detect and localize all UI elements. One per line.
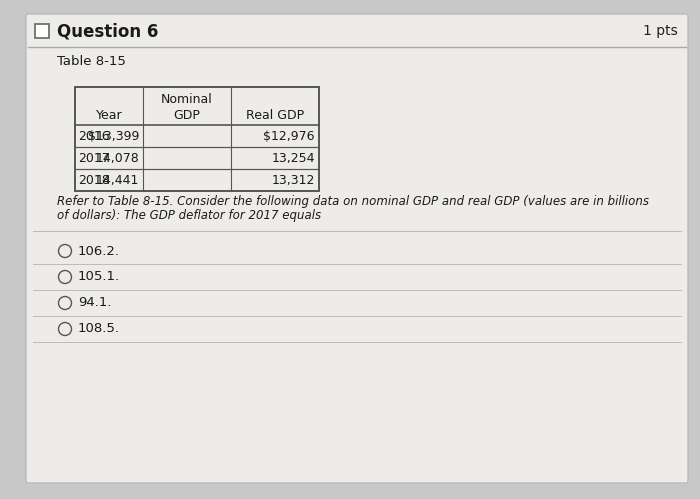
Bar [35,24,49,38]
Text: 1 pts: 1 pts [643,24,678,38]
Text: 94.1.: 94.1. [78,296,111,309]
Text: Real GDP: Real GDP [246,108,304,121]
FancyBboxPatch shape [26,14,688,483]
Text: of dollars): The GDP deflator for 2017 equals: of dollars): The GDP deflator for 2017 e… [57,209,321,222]
Text: GDP: GDP [174,108,200,121]
Bar [75,87,319,191]
Text: 2016: 2016 [78,130,110,143]
Text: 106.2.: 106.2. [78,245,120,257]
Text: 14,078: 14,078 [95,152,139,165]
Text: Year: Year [96,108,122,121]
Text: $13,399: $13,399 [88,130,139,143]
Text: Question 6: Question 6 [57,22,158,40]
Text: 108.5.: 108.5. [78,322,120,335]
Text: Table 8-15: Table 8-15 [57,54,126,67]
Text: 2017: 2017 [78,152,110,165]
Text: 13,312: 13,312 [272,174,315,187]
Text: 2018: 2018 [78,174,110,187]
Text: Nominal: Nominal [161,92,213,105]
Text: 105.1.: 105.1. [78,270,120,283]
Text: Refer to Table 8-15. Consider the following data on nominal GDP and real GDP (va: Refer to Table 8-15. Consider the follow… [57,195,649,208]
Text: $12,976: $12,976 [263,130,315,143]
Bar [75,87,319,191]
Text: 13,254: 13,254 [272,152,315,165]
Text: 14,441: 14,441 [96,174,139,187]
